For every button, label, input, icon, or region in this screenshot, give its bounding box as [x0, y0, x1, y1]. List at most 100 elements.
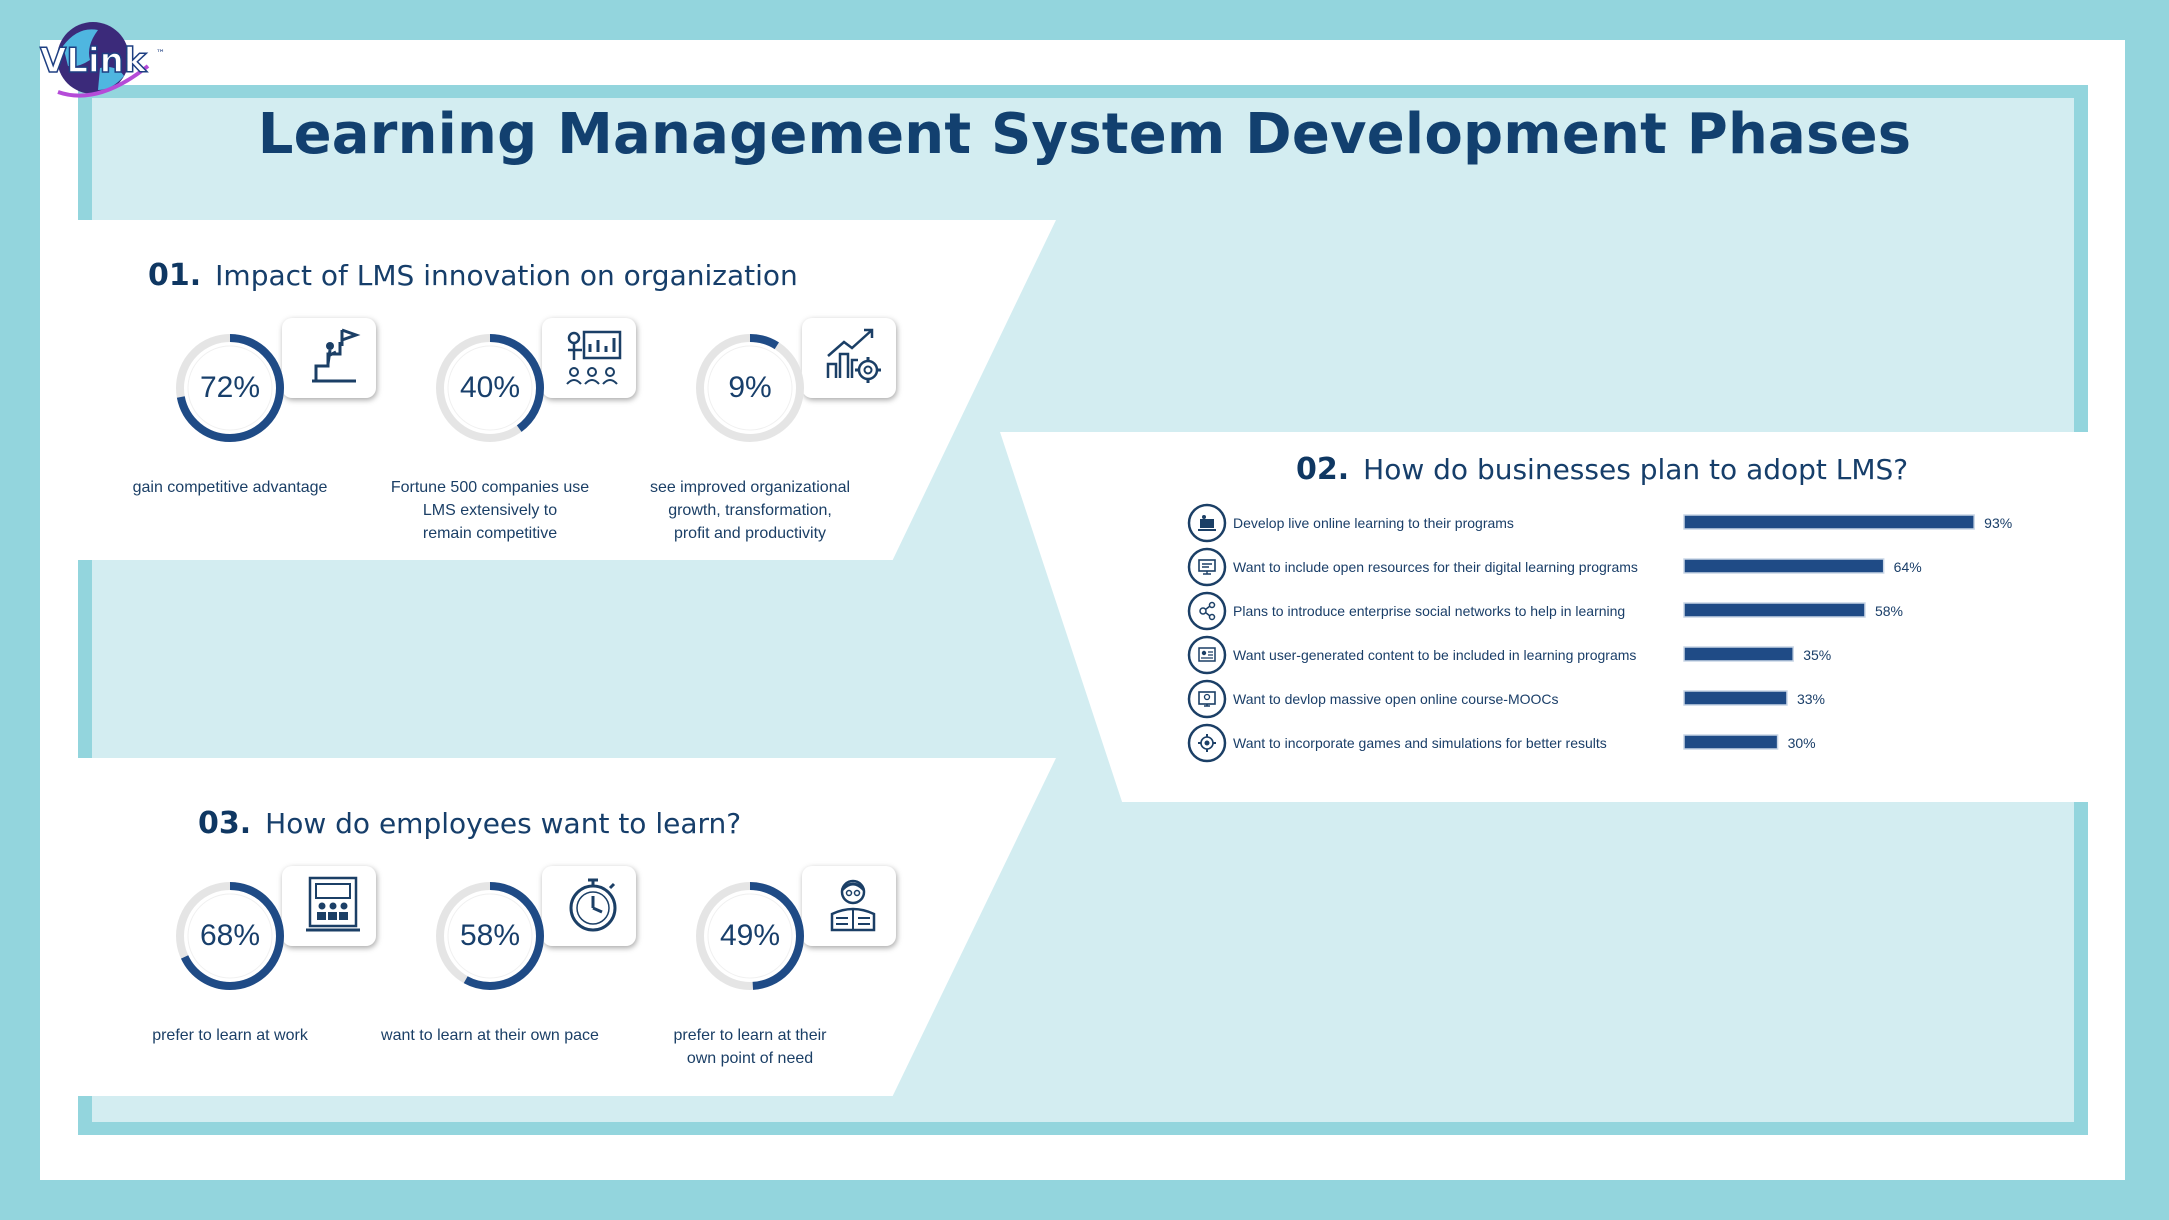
section3-stat-2-ring	[436, 882, 544, 990]
bar	[1683, 514, 1975, 530]
bar-category-label: Want to include open resources for their…	[1233, 559, 1638, 575]
classroom-board-icon	[306, 876, 360, 932]
section1-stat-3: 9% see improved organizational growth, tra…	[650, 318, 950, 542]
section3-stat-1-description: prefer to learn at work	[110, 1024, 350, 1047]
stopwatch-icon	[569, 878, 617, 932]
live-video-icon	[1198, 515, 1216, 531]
bar-category-label: Want to incorporate games and simulation…	[1233, 735, 1607, 751]
section3-stat-3-icon-card	[802, 866, 896, 946]
section1-stat-3-icon-card	[802, 318, 896, 398]
section3-stat-1-value: 68%	[199, 919, 261, 952]
bar-category-label: Want to devlop massive open online cours…	[1233, 691, 1559, 707]
ring-progress-arc	[696, 882, 804, 990]
section2-heading: How do businesses plan to adopt LMS?	[1363, 453, 1909, 486]
ladder-flag-icon	[312, 328, 361, 383]
section1-stat-3-description: see improved organizational growth, trans…	[630, 476, 870, 545]
network-icon	[1199, 601, 1216, 621]
gear-game-icon	[1198, 734, 1216, 752]
section3-number: 03.	[198, 806, 252, 841]
row-icon-circle	[1187, 591, 1227, 631]
description-line: prefer to learn at work	[152, 1027, 308, 1044]
section3-stat-2-icon-card	[542, 866, 636, 946]
bar-value-label: 93%	[1984, 515, 2012, 531]
section1-stat-1-value: 72%	[199, 371, 261, 404]
section1-stat-2-icon-card	[542, 318, 636, 398]
bar-value-label: 64%	[1894, 559, 1922, 575]
ring-progress-arc	[696, 334, 804, 442]
section3-title: 03. How do employees want to learn?	[198, 806, 741, 841]
description-line: prefer to learn at their	[673, 1027, 827, 1044]
logo-text: VLink	[40, 41, 148, 81]
description-line: see improved organizational	[649, 479, 851, 496]
section2-panel	[1000, 432, 2090, 802]
section1-stat-2-description: Fortune 500 companies use LMS extensively…	[370, 476, 610, 545]
section2-title: 02. How do businesses plan to adopt LMS?	[1296, 452, 1908, 487]
description-line: want to learn at their own pace	[381, 1027, 599, 1044]
monitor-resources-icon	[1198, 559, 1216, 575]
description-line: Fortune 500 companies use	[390, 479, 590, 496]
section1-stat-1-ring	[176, 334, 284, 442]
bar-value-label: 35%	[1803, 647, 1831, 663]
section3-stat-1-ring	[176, 882, 284, 990]
bar	[1683, 646, 1794, 662]
section3-stat-1-icon-card	[282, 866, 376, 946]
vlink-logo: VLink ™	[39, 22, 165, 98]
bar-row: Want to include open resources for their…	[1187, 547, 1922, 587]
section1-stat-3-ring	[696, 334, 804, 442]
growth-chart-gear-icon	[826, 328, 881, 383]
bar-category-label: Plans to introduce enterprise social net…	[1233, 603, 1625, 619]
bar	[1683, 558, 1885, 574]
description-line: LMS extensively to	[422, 502, 558, 519]
section1-stat-2-ring	[436, 334, 544, 442]
bar-row: Want user-generated content to be includ…	[1187, 635, 1831, 675]
presentation-audience-icon	[566, 330, 622, 385]
description-line: remain competitive	[422, 525, 558, 542]
user-content-icon	[1198, 647, 1216, 662]
section3-stat-3-value: 49%	[719, 919, 781, 952]
bar-value-label: 58%	[1875, 603, 1903, 619]
bar-row: Want to incorporate games and simulation…	[1187, 723, 1816, 763]
bar-category-label: Want user-generated content to be includ…	[1233, 647, 1636, 663]
bar-row: Develop live online learning to their pr…	[1187, 503, 2012, 543]
page-title: Learning Management System Development P…	[257, 102, 1912, 167]
section3-stat-3: 49% prefer to learn at their own point of …	[674, 866, 950, 1067]
section3-stat-2-description: want to learn at their own pace	[370, 1024, 610, 1047]
logo-trademark: ™	[156, 49, 165, 59]
ring-progress-arc	[436, 882, 544, 990]
section2-number: 02.	[1296, 452, 1350, 487]
bar-category-label: Develop live online learning to their pr…	[1233, 515, 1514, 531]
bar	[1683, 602, 1866, 618]
section3-stat-3-description: prefer to learn at their own point of nee…	[630, 1024, 870, 1070]
row-icon-circle	[1187, 635, 1227, 675]
description-line: growth, transformation,	[668, 502, 832, 519]
ring-progress-arc	[436, 334, 544, 442]
section1-stat-2: 40% Fortune 500 companies use LMS extensiv…	[391, 318, 690, 542]
section1-stat-1-icon-card	[282, 318, 376, 398]
section1-stat-1-description: gain competitive advantage	[110, 476, 350, 499]
section3-heading: How do employees want to learn?	[265, 807, 742, 840]
section1-stat-1: 72% gain competitive advantage	[133, 318, 430, 518]
section1-title: 01. Impact of LMS innovation on organizat…	[148, 258, 798, 293]
mooc-screen-icon	[1198, 691, 1216, 707]
description-line: own point of need	[686, 1050, 814, 1067]
bar	[1683, 690, 1788, 706]
section3-stat-2-value: 58%	[459, 919, 521, 952]
section1-heading: Impact of LMS innovation on organization	[215, 259, 798, 292]
section3-stat-1: 68% prefer to learn at work	[152, 866, 430, 1066]
ring-progress-arc	[176, 882, 284, 990]
description-line: profit and productivity	[673, 525, 827, 542]
ring-progress-arc	[176, 334, 284, 442]
reading-person-icon	[830, 879, 876, 932]
description-line: gain competitive advantage	[132, 479, 328, 496]
bar	[1683, 734, 1779, 750]
section3-stat-2: 58% want to learn at their own pace	[381, 866, 690, 1066]
section1-stat-3-value: 9%	[728, 371, 772, 404]
bar-value-label: 33%	[1797, 691, 1825, 707]
section1-stat-2-value: 40%	[459, 371, 521, 404]
section3-stat-3-ring	[696, 882, 804, 990]
bar-row: Plans to introduce enterprise social net…	[1187, 591, 1903, 631]
section1-number: 01.	[148, 258, 202, 293]
bar-row: Want to devlop massive open online cours…	[1187, 679, 1825, 719]
